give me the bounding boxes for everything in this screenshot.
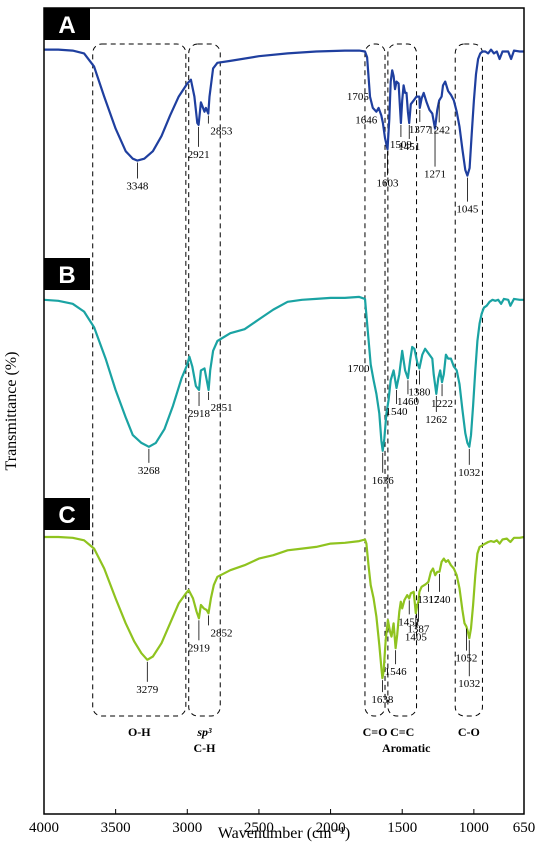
panel-label-B: B bbox=[58, 262, 75, 289]
peak-label-B-1222: 1222 bbox=[431, 398, 453, 410]
peak-label-A-1271: 1271 bbox=[424, 169, 446, 181]
peak-label-A-1045: 1045 bbox=[456, 204, 479, 216]
peak-label-C-1052: 1052 bbox=[455, 653, 477, 665]
region-sublabel-1: C-H bbox=[193, 741, 216, 755]
spectrum-line-A bbox=[44, 48, 524, 177]
peak-label-A-3348: 3348 bbox=[126, 181, 149, 193]
peak-label-A-1242: 1242 bbox=[428, 124, 450, 136]
peak-label-A-2921: 2921 bbox=[188, 149, 210, 161]
spectra-panels: A334829212853170516461603150914511377127… bbox=[43, 8, 525, 706]
band-regions: O-H sp³ C-H C=O C=C Aromatic C-O bbox=[92, 43, 483, 755]
peak-label-B-3268: 3268 bbox=[138, 465, 161, 477]
peak-label-B-1380: 1380 bbox=[408, 386, 431, 398]
peak-label-B-1460: 1460 bbox=[397, 396, 420, 408]
x-tick-label-1500: 1500 bbox=[387, 820, 417, 836]
region-box-0 bbox=[92, 43, 187, 717]
spectrum-line-B bbox=[43, 295, 524, 452]
region-label-0: O-H bbox=[128, 725, 151, 739]
panel-label-box-C bbox=[44, 498, 90, 530]
y-axis-title: Transmittance (%) bbox=[3, 352, 20, 471]
peak-label-A-1646: 1646 bbox=[355, 114, 378, 126]
region-label-4: C-O bbox=[458, 725, 480, 739]
panel-label-box-A bbox=[44, 8, 90, 40]
peak-label-C-1240: 1240 bbox=[428, 594, 451, 606]
region-label-1: sp³ bbox=[196, 725, 212, 739]
peak-label-C-2919: 2919 bbox=[188, 642, 211, 654]
peak-label-C-1451: 1451 bbox=[398, 616, 420, 628]
region-box-1 bbox=[188, 43, 221, 717]
peak-label-A-1451: 1451 bbox=[398, 141, 420, 153]
peak-label-A-1705: 1705 bbox=[347, 91, 370, 103]
peak-label-B-1540: 1540 bbox=[385, 406, 408, 418]
peak-label-C-1317: 1317 bbox=[417, 594, 440, 606]
panel-label-A: A bbox=[58, 12, 75, 39]
x-tick-label-2000: 2000 bbox=[316, 820, 346, 836]
peak-label-B-1032: 1032 bbox=[458, 467, 480, 479]
peak-label-B-1700: 1700 bbox=[348, 363, 371, 375]
peak-label-C-1387: 1387 bbox=[407, 624, 430, 636]
peak-label-A-1603: 1603 bbox=[376, 177, 399, 189]
region-label-3: C=C bbox=[390, 725, 414, 739]
peak-label-B-2851: 2851 bbox=[211, 402, 233, 414]
panel-label-C: C bbox=[58, 502, 75, 529]
region-label-2: C=O bbox=[363, 725, 388, 739]
x-tick-label-3500: 3500 bbox=[101, 820, 131, 836]
peak-label-C-3279: 3279 bbox=[136, 684, 159, 696]
peak-label-C-1032: 1032 bbox=[458, 678, 480, 690]
peak-label-C-1546: 1546 bbox=[385, 666, 408, 678]
peak-label-C-1638: 1638 bbox=[371, 694, 394, 706]
x-axis: 4000 3500 3000 2500 2000 1500 1000 650 bbox=[29, 809, 535, 836]
peak-label-B-1636: 1636 bbox=[372, 475, 395, 487]
x-tick-label-650: 650 bbox=[513, 820, 536, 836]
x-tick-label-4000: 4000 bbox=[29, 820, 59, 836]
x-tick-label-3000: 3000 bbox=[172, 820, 202, 836]
x-tick-label-1000: 1000 bbox=[459, 820, 489, 836]
peak-label-A-2853: 2853 bbox=[210, 126, 233, 138]
panel-label-box-B bbox=[44, 258, 90, 290]
peak-label-C-2852: 2852 bbox=[210, 627, 232, 639]
region-sublabel-3: Aromatic bbox=[382, 741, 431, 755]
peak-label-C-1405: 1405 bbox=[405, 631, 428, 643]
region-box-3 bbox=[387, 43, 418, 717]
x-axis-title: Wavenumber (cm⁻¹) bbox=[218, 825, 350, 842]
peak-label-B-2918: 2918 bbox=[188, 408, 211, 420]
region-box-2 bbox=[364, 43, 386, 717]
peak-label-A-1377: 1377 bbox=[409, 124, 432, 136]
plot-frame bbox=[43, 7, 525, 815]
x-tick-label-2500: 2500 bbox=[244, 820, 274, 836]
peak-label-A-1509: 1509 bbox=[390, 139, 413, 151]
region-box-4 bbox=[454, 43, 483, 717]
peak-label-B-1262: 1262 bbox=[425, 414, 447, 426]
spectrum-line-C bbox=[44, 535, 525, 680]
